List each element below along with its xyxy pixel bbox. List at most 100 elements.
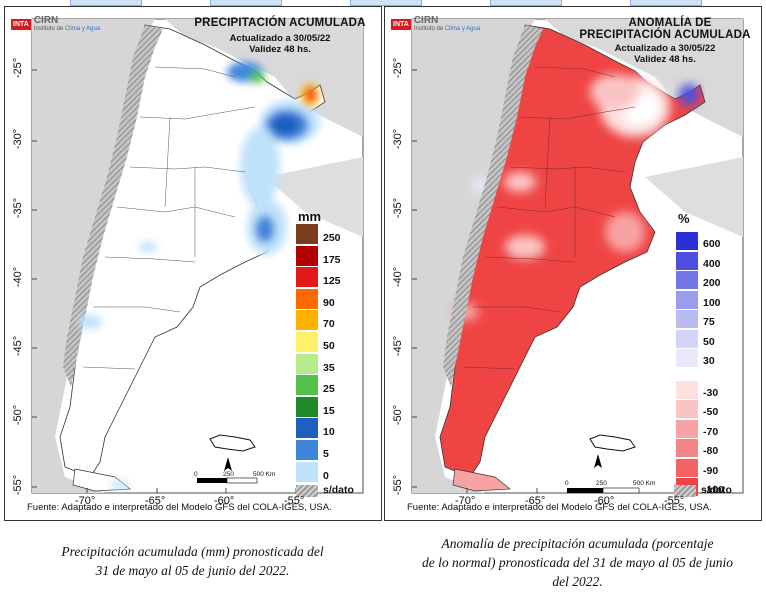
right-scale-mid: 250 <box>596 480 607 487</box>
right-source: Fuente: Adaptado e interpretado del Mode… <box>407 502 712 513</box>
left-validity: Validez 48 hs. <box>249 44 311 55</box>
malvinas-islands-right <box>589 434 636 452</box>
right-validity: Validez 48 hs. <box>634 54 696 65</box>
left-legend-swatch-7 <box>296 375 318 396</box>
right-legend-label-7: -30 <box>703 386 719 399</box>
right-legend-swatch-7 <box>676 380 698 399</box>
top-strip <box>0 0 766 6</box>
left-legend-swatch-5 <box>296 332 318 352</box>
right-legend-label-0: 600 <box>703 238 721 250</box>
right-lat-0: -25° <box>392 57 405 79</box>
inta-logo: INTA <box>11 18 31 30</box>
right-legend-label-6: 30 <box>703 355 715 367</box>
left-lat-1: -30° <box>12 128 25 150</box>
left-lat-6: -55° <box>12 474 25 496</box>
right-legend-label-1: 400 <box>703 257 721 270</box>
right-legend-swatch-9 <box>676 419 698 438</box>
right-lat-6: -55° <box>392 474 405 496</box>
right-legend-swatch-3 <box>676 290 698 309</box>
left-legend-label-7: 25 <box>323 383 335 396</box>
anomaly-map-panel: INTA CIRN Instituto de Clima y Agua ANOM… <box>384 6 762 521</box>
right-lat-1: -30° <box>392 128 405 150</box>
malvinas-islands <box>209 434 256 452</box>
left-lon-0: -70° <box>75 495 96 507</box>
right-lon-2: -60° <box>594 495 615 507</box>
right-legend-label-4: 75 <box>703 316 715 328</box>
left-lat-4: -45° <box>12 335 25 357</box>
right-legend-label-2: 200 <box>703 277 721 289</box>
right-legend-swatch-10 <box>676 439 698 457</box>
left-nodata-swatch <box>296 485 318 497</box>
right-legend-label-10: -80 <box>703 445 719 457</box>
left-legend-label-11: 0 <box>323 469 329 482</box>
left-scale-end: 500 Km <box>253 471 276 478</box>
left-nodata-label: s/dato <box>323 484 354 496</box>
no-data-andes-right <box>443 25 543 387</box>
right-legend-swatch-1 <box>676 251 698 270</box>
chile-land <box>32 19 155 493</box>
right-legend-swatch-5 <box>676 329 698 348</box>
left-lat-3: -40° <box>12 266 25 288</box>
left-lon-1: -65° <box>145 495 166 507</box>
left-lat-2: -35° <box>12 197 25 219</box>
logo-right: INTA CIRN Instituto de Clima y Agua <box>391 14 481 32</box>
left-legend-swatch-2 <box>296 267 318 288</box>
right-legend-swatch-2 <box>676 271 698 289</box>
province-borders <box>82 66 256 370</box>
right-scale-end: 500 Km <box>633 480 656 487</box>
right-unit: % <box>678 211 690 226</box>
left-lon-3: -55° <box>284 495 305 507</box>
right-scale-start: 0 <box>565 480 569 487</box>
left-legend-label-2: 125 <box>323 275 341 288</box>
right-nodata-label: s/dato <box>701 484 732 496</box>
north-arrow-icon <box>224 457 232 471</box>
left-updated: Actualizado a 30/05/22 <box>229 33 331 44</box>
right-updated: Actualizado a 30/05/22 <box>614 43 716 54</box>
right-lon-0: -70° <box>455 495 476 507</box>
right-legend-swatch-8 <box>676 400 698 418</box>
precip-fields <box>78 62 320 489</box>
left-legend-swatch-3 <box>296 288 318 309</box>
province-borders-right <box>462 66 636 370</box>
right-lat-5: -50° <box>392 404 405 426</box>
right-nodata-swatch <box>674 485 696 497</box>
right-lat-3: -40° <box>392 266 405 288</box>
left-legend-swatch-8 <box>296 396 318 417</box>
left-legend-swatch-0 <box>296 224 318 244</box>
right-lon-3: -55° <box>664 495 685 507</box>
left-map-title: PRECIPITACIÓN ACUMULADA <box>194 17 366 29</box>
right-legend-swatch-6 <box>676 349 698 367</box>
left-legend-label-6: 35 <box>323 361 335 374</box>
left-lon-2: -60° <box>214 495 235 507</box>
left-legend-swatch-9 <box>296 418 318 439</box>
left-legend-swatch-1 <box>296 245 318 266</box>
left-legend-label-5: 50 <box>323 340 335 352</box>
right-map-title-line1: ANOMALÍA DE <box>628 17 712 29</box>
left-legend-swatch-4 <box>296 310 318 331</box>
no-data-andes <box>63 25 163 387</box>
left-legend-swatch-10 <box>296 440 318 460</box>
right-legend-swatch-11 <box>676 458 698 477</box>
left-lat-0: -25° <box>12 57 25 79</box>
uruguay-sea-area <box>265 157 363 237</box>
right-map-title-line2: PRECIPITACIÓN ACUMULADA <box>579 29 751 41</box>
left-legend-label-0: 250 <box>323 232 341 244</box>
left-unit: mm <box>298 209 322 224</box>
left-legend-label-4: 70 <box>323 318 335 331</box>
right-legend-label-11: -90 <box>703 464 719 477</box>
right-legend-label-12: -100 <box>703 484 725 496</box>
left-legend-label-8: 15 <box>323 404 335 417</box>
left-legend-label-3: 90 <box>323 296 335 309</box>
left-legend-label-9: 10 <box>323 426 335 439</box>
left-caption: Precipitación acumulada (mm) pronosticad… <box>61 544 324 578</box>
right-caption: Anomalía de precipitación acumulada (por… <box>421 536 734 589</box>
left-source: Fuente: Adaptado e interpretado del Mode… <box>27 502 332 513</box>
precipitation-map-panel: INTA CIRN Instituto de Clima y Agua PREC… <box>4 6 382 521</box>
left-scale-mid: 250 <box>223 471 234 478</box>
right-lat-2: -35° <box>392 197 405 219</box>
right-legend-label-5: 50 <box>703 335 715 348</box>
logo: INTA CIRN Instituto de Clima y Agua <box>11 14 101 32</box>
right-legend-label-8: -50 <box>703 406 719 418</box>
right-legend-swatch-4 <box>676 310 698 328</box>
left-legend-label-10: 5 <box>323 448 329 460</box>
